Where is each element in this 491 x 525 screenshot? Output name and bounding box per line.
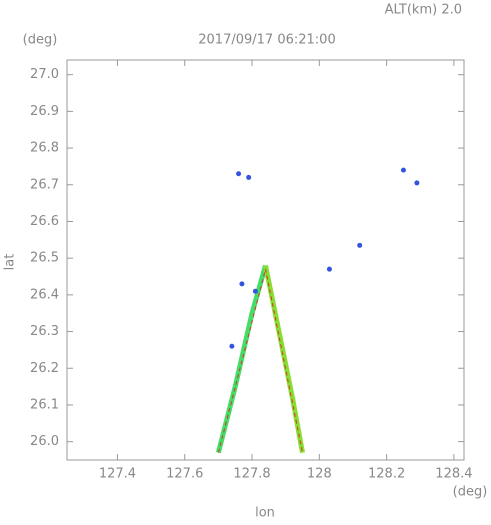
x-tick-label: 128.2 (368, 467, 405, 482)
y-tick-label: 26.3 (30, 324, 59, 339)
x-tick-label: 127.4 (99, 467, 136, 482)
echo-point (246, 174, 252, 180)
echo-point (357, 242, 363, 248)
echo-point (239, 281, 245, 287)
x-tick-label: 128 (307, 467, 332, 482)
echo-line (217, 269, 303, 453)
echo-line (263, 265, 305, 454)
echo-point (252, 288, 258, 294)
echo-point (229, 343, 235, 349)
y-tick-label: 26.4 (30, 287, 59, 302)
x-tick-label: 128.4 (435, 467, 472, 482)
echo-line (215, 264, 268, 454)
echo-point (326, 266, 332, 272)
x-tick-label: 127.6 (166, 467, 203, 482)
y-tick-label: 26.5 (30, 251, 59, 266)
y-tick-label: 26.2 (30, 361, 59, 376)
echo-point (400, 167, 406, 173)
chart-title: 2017/09/17 06:21:00 (198, 33, 335, 48)
echo-point (236, 171, 242, 177)
y-tick-label: 27.0 (30, 67, 59, 82)
y-tick-label: 26.1 (30, 397, 59, 412)
y-label: lat (3, 254, 18, 271)
y-tick-label: 26.9 (30, 104, 59, 119)
y-unit: (deg) (23, 33, 58, 48)
x-unit: (deg) (453, 485, 488, 500)
echo-point (414, 180, 420, 186)
plot-frame (66, 59, 465, 461)
x-label: lon (255, 506, 275, 521)
y-tick-label: 26.0 (30, 434, 59, 449)
y-tick-label: 26.8 (30, 141, 59, 156)
subtitle: ALT(km) 2.0 (385, 3, 462, 18)
y-tick-label: 26.7 (30, 177, 59, 192)
x-tick-label: 127.8 (233, 467, 270, 482)
y-tick-label: 26.6 (30, 214, 59, 229)
